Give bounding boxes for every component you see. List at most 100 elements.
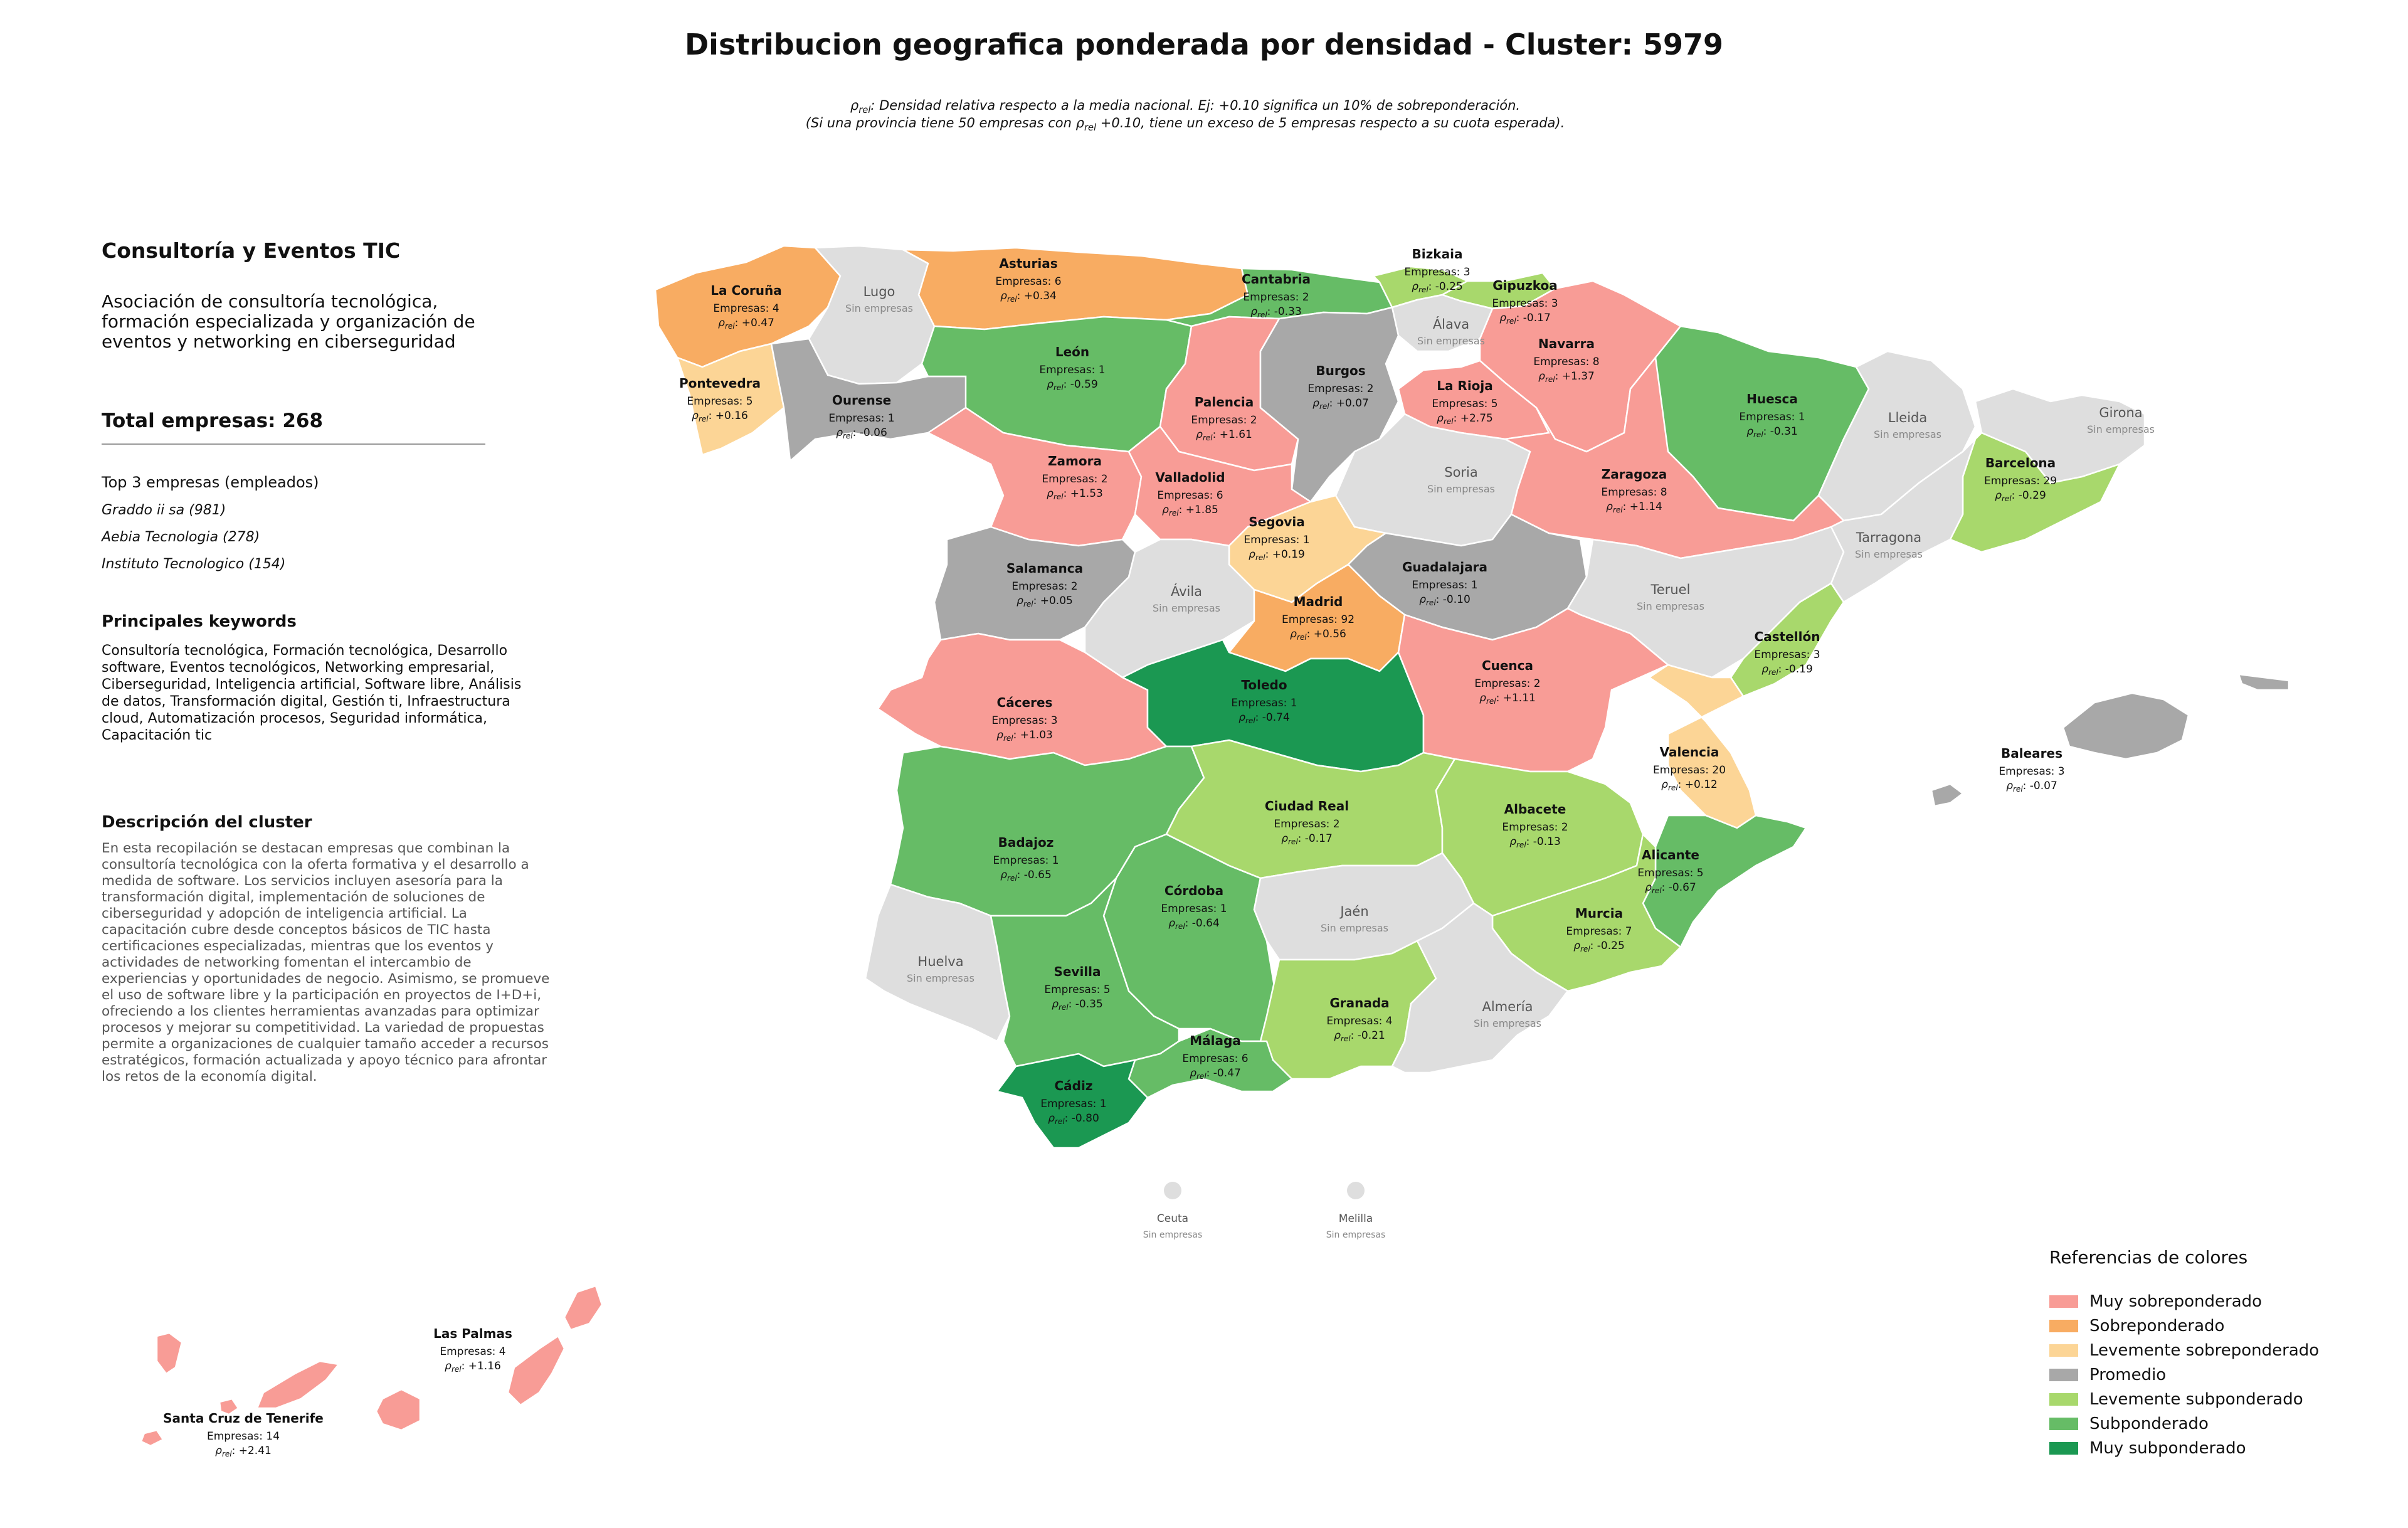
label-gipuzkoa: Gipuzkoa (1492, 278, 1557, 293)
label-alava: Álava (1433, 316, 1469, 332)
companies-count-navarra: Empresas: 8 (1533, 356, 1599, 368)
description-text: En esta recopilación se destacan empresa… (102, 841, 550, 1085)
companies-count-toledo: Empresas: 1 (1231, 697, 1297, 709)
label-caceres: Cáceres (997, 695, 1053, 710)
no-data-label: Sin empresas (1143, 1230, 1202, 1240)
label-madrid: Madrid (1294, 594, 1343, 609)
province-baleares (1930, 783, 1965, 807)
rho-value-palencia: ρrel: +1.61 (1196, 428, 1252, 442)
companies-count-pontevedra: Empresas: 5 (687, 395, 752, 408)
label-teruel: Teruel (1650, 582, 1691, 597)
province-cuenca (1397, 607, 1670, 773)
rho-value-las-palmas: ρrel: +1.16 (445, 1360, 501, 1374)
legend-item: Subponderado (2049, 1411, 2319, 1436)
label-alicante: Alicante (1642, 847, 1699, 862)
cluster-short-description: Asociación de consultoría tecnológica, f… (102, 291, 475, 352)
rho-value-gipuzkoa: ρrel: -0.17 (1499, 312, 1551, 326)
label-granada: Granada (1329, 995, 1389, 1011)
companies-count-guadalajara: Empresas: 1 (1412, 579, 1477, 592)
description-title: Descripción del cluster (102, 813, 312, 832)
no-data-label: Sin empresas (1637, 600, 1704, 612)
no-data-label: Sin empresas (1874, 428, 1941, 440)
companies-count-barcelona: Empresas: 29 (1984, 475, 2057, 487)
legend-item: Muy sobreponderado (2049, 1289, 2319, 1313)
rho-value-valencia: ρrel: +0.12 (1661, 778, 1718, 792)
label-guadalajara: Guadalajara (1402, 560, 1487, 575)
rho-value-malaga: ρrel: -0.47 (1190, 1067, 1241, 1081)
label-bizkaia: Bizkaia (1412, 247, 1463, 262)
label-ourense: Ourense (832, 393, 891, 408)
legend-item: Levemente subponderado (2049, 1387, 2319, 1411)
province-huelva (864, 883, 1011, 1043)
label-tarragona: Tarragona (1856, 530, 1921, 545)
companies-count-la-rioja: Empresas: 5 (1432, 398, 1497, 410)
rho-value-la-coruna: ρrel: +0.47 (718, 317, 774, 331)
total-companies: Total empresas: 268 (102, 410, 485, 445)
label-avila: Ávila (1171, 583, 1202, 599)
label-murcia: Murcia (1575, 906, 1623, 921)
keywords-title: Principales keywords (102, 612, 297, 631)
label-girona: Girona (2099, 405, 2142, 420)
no-data-label: Sin empresas (907, 972, 974, 984)
rho-value-granada: ρrel: -0.21 (1334, 1029, 1385, 1043)
label-castellon: Castellón (1755, 629, 1820, 644)
province-salamanca (933, 526, 1136, 641)
label-la-coruna: La Coruña (710, 283, 781, 298)
rho-value-castellon: ρrel: -0.19 (1761, 663, 1813, 677)
label-huesca: Huesca (1746, 391, 1798, 406)
companies-count-salamanca: Empresas: 2 (1011, 580, 1077, 593)
province-santa-cruz-de-tenerife (256, 1360, 341, 1409)
companies-count-cuenca: Empresas: 2 (1474, 677, 1540, 690)
rho-value-pontevedra: ρrel: +0.16 (692, 410, 748, 423)
companies-count-cantabria: Empresas: 2 (1243, 291, 1309, 304)
companies-count-santa-cruz-de-tenerife: Empresas: 14 (207, 1430, 280, 1443)
companies-count-cordoba: Empresas: 1 (1161, 903, 1227, 915)
companies-count-murcia: Empresas: 7 (1566, 925, 1632, 938)
label-lugo: Lugo (863, 284, 895, 299)
legend-label: Levemente subponderado (2089, 1389, 2303, 1409)
province-malaga (1127, 1027, 1293, 1099)
legend-item: Promedio (2049, 1362, 2319, 1387)
top-company-1: Graddo ii sa (981) (102, 502, 226, 518)
companies-count-valladolid: Empresas: 6 (1157, 489, 1223, 502)
rho-value-albacete: ρrel: -0.13 (1509, 836, 1561, 849)
rho-value-baleares: ρrel: -0.07 (2006, 780, 2057, 793)
legend-item: Sobreponderado (2049, 1313, 2319, 1338)
province-castellon (1729, 582, 1845, 698)
companies-count-bizkaia: Empresas: 3 (1404, 266, 1470, 279)
label-zamora: Zamora (1048, 454, 1102, 469)
companies-count-ciudad-real: Empresas: 2 (1274, 818, 1339, 830)
province-santa-cruz-de-tenerife (140, 1429, 164, 1447)
province-zamora (926, 406, 1143, 547)
label-cuenca: Cuenca (1482, 658, 1533, 673)
no-data-label: Sin empresas (1855, 548, 1923, 560)
rho-value-valladolid: ρrel: +1.85 (1162, 504, 1218, 517)
legend-title: Referencias de colores (2049, 1247, 2248, 1268)
subtitle-line-2: (Si una provincia tiene 50 empresas con … (805, 115, 1565, 134)
legend-swatch (2049, 1319, 2078, 1332)
territory-melilla (1347, 1182, 1365, 1199)
rho-value-barcelona: ρrel: -0.29 (1995, 489, 2046, 503)
label-las-palmas: Las Palmas (433, 1326, 512, 1341)
rho-value-sevilla: ρrel: -0.35 (1052, 998, 1103, 1012)
companies-count-sevilla: Empresas: 5 (1044, 984, 1110, 996)
rho-value-la-rioja: ρrel: +2.75 (1437, 412, 1493, 426)
no-data-label: Sin empresas (1417, 335, 1485, 347)
label-badajoz: Badajoz (998, 835, 1054, 850)
label-navarra: Navarra (1538, 336, 1595, 351)
rho-value-toledo: ρrel: -0.74 (1238, 711, 1290, 725)
companies-count-segovia: Empresas: 1 (1244, 534, 1309, 546)
label-zaragoza: Zaragoza (1602, 467, 1667, 482)
chart-title: Distribucion geografica ponderada por de… (685, 28, 1723, 61)
label-albacete: Albacete (1504, 802, 1566, 817)
rho-value-huesca: ρrel: -0.31 (1746, 425, 1798, 439)
legend-label: Sobreponderado (2089, 1316, 2225, 1335)
rho-value-murcia: ρrel: -0.25 (1573, 940, 1625, 953)
province-las-palmas (375, 1388, 421, 1431)
province-baleares (2062, 692, 2190, 760)
companies-count-gipuzkoa: Empresas: 3 (1492, 297, 1558, 310)
companies-count-alicante: Empresas: 5 (1637, 867, 1703, 879)
label-barcelona: Barcelona (1985, 455, 2056, 470)
province-baleares (2237, 673, 2290, 691)
